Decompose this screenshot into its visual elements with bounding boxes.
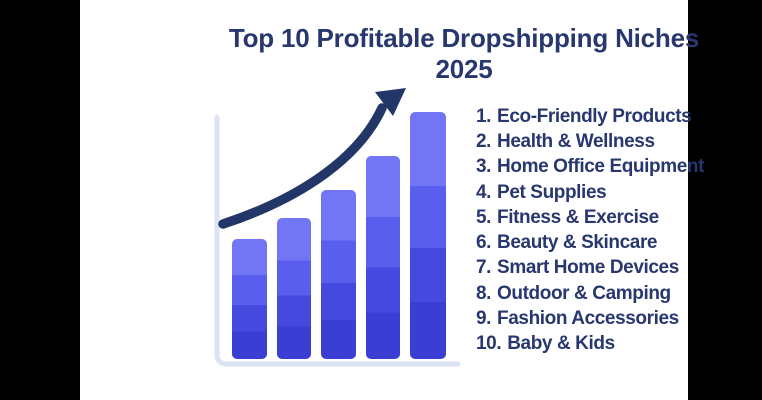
bar-3	[321, 190, 356, 359]
list-item: 8. Outdoor & Camping	[476, 281, 762, 306]
niche-name: Baby & Kids	[507, 333, 615, 355]
niche-rank: 7.	[476, 257, 492, 279]
bar-4	[366, 156, 400, 359]
niche-name: Beauty & Skincare	[497, 232, 658, 254]
list-item: 5. Fitness & Exercise	[476, 205, 762, 230]
niche-rank: 9.	[476, 308, 492, 330]
list-item: 10. Baby & Kids	[476, 332, 762, 357]
niche-name: Home Office Equipment	[497, 156, 705, 178]
list-item: 4. Pet Supplies	[476, 180, 762, 205]
bar-2	[277, 218, 311, 359]
title-line-1: Top 10 Profitable Dropshipping Niches	[228, 23, 700, 53]
niche-rank: 5.	[476, 206, 492, 228]
niche-rank: 1.	[476, 105, 492, 127]
bar-series	[232, 112, 446, 359]
niche-name: Health & Wellness	[497, 130, 655, 152]
list-item: 9. Fashion Accessories	[476, 306, 762, 331]
list-item: 1. Eco-Friendly Products	[476, 104, 762, 129]
growth-bar-chart	[160, 80, 470, 385]
niche-name: Fitness & Exercise	[497, 206, 659, 228]
chart-axes	[214, 114, 461, 367]
bar-chart-svg	[214, 88, 461, 367]
bar-5	[410, 112, 446, 359]
niche-rank: 10.	[476, 333, 502, 355]
list-item: 3. Home Office Equipment	[476, 155, 762, 180]
list-item: 2. Health & Wellness	[476, 129, 762, 154]
bar-1	[232, 239, 267, 359]
niche-rank: 2.	[476, 130, 492, 152]
niche-name: Fashion Accessories	[497, 308, 679, 330]
niche-rank: 6.	[476, 232, 492, 254]
niche-name: Eco-Friendly Products	[497, 105, 692, 127]
content-panel: Top 10 Profitable Dropshipping Niches 20…	[80, 0, 704, 400]
growth-arrow-icon	[218, 88, 406, 229]
page-title: Top 10 Profitable Dropshipping Niches 20…	[160, 23, 762, 85]
list-item: 7. Smart Home Devices	[476, 256, 762, 281]
title-line-2: 2025	[435, 54, 493, 84]
niche-rank: 3.	[476, 156, 492, 178]
niche-name: Outdoor & Camping	[497, 282, 671, 304]
niche-rank: 4.	[476, 181, 492, 203]
list-item: 6. Beauty & Skincare	[476, 230, 762, 255]
niche-rank: 8.	[476, 282, 492, 304]
niche-name: Smart Home Devices	[497, 257, 679, 279]
niche-list: 1. Eco-Friendly Products 2. Health & Wellne…	[476, 104, 762, 357]
niche-name: Pet Supplies	[497, 181, 607, 203]
